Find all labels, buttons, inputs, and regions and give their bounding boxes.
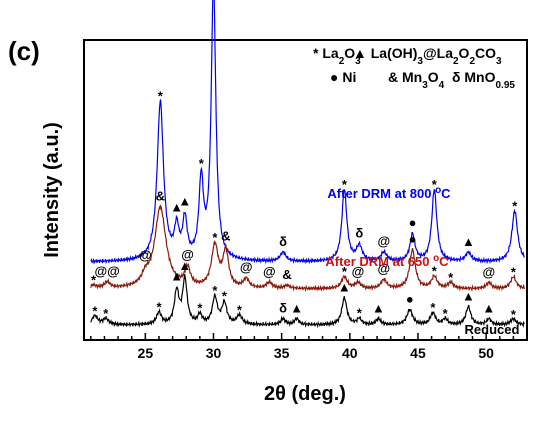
peak-marker: ▲: [170, 199, 183, 214]
peak-marker: &: [156, 189, 165, 204]
peak-marker: *: [443, 306, 449, 321]
series-label: After DRM at 650 oC: [325, 253, 449, 270]
x-axis: 25 30 35 40 45 50: [90, 333, 515, 361]
series-label: After DRM at 800 oC: [327, 185, 451, 202]
peak-marker: *: [342, 177, 348, 192]
peak-marker: &: [221, 228, 230, 243]
peak-marker: *: [197, 301, 203, 316]
legend-symbol: ●: [330, 69, 342, 85]
peak-marker: *: [91, 273, 97, 288]
y-axis-title: Intensity (a.u.): [41, 122, 63, 258]
x-axis-title: 2θ (deg.): [264, 383, 346, 405]
peak-marker: ▲: [462, 289, 475, 304]
peak-marker: δ: [279, 234, 287, 249]
legend-entry: ▲ La(OH)3@La2O2CO3: [353, 45, 502, 67]
peak-marker: ▲: [462, 234, 475, 249]
peak-marker: *: [511, 307, 517, 322]
peak-marker: @: [378, 234, 391, 249]
peak-marker: *: [212, 230, 218, 245]
peak-marker: ▲: [178, 258, 191, 273]
series-1: *@@@&@* &@ @ & * @ @●* * @ *After DRM at 650 oC: [90, 189, 525, 293]
peak-marker: ▲: [290, 300, 303, 315]
series-label: Reduced: [465, 322, 520, 337]
peak-marker: ●: [409, 215, 417, 230]
peak-marker: &: [282, 267, 291, 282]
peak-marker: ▲: [170, 269, 183, 284]
peak-marker: *: [512, 199, 518, 214]
peak-marker: @: [352, 264, 365, 279]
x-tick-label: 30: [206, 345, 222, 361]
legend-symbol: δ: [452, 69, 464, 85]
panel-label: (c): [8, 36, 40, 66]
peak-marker: ▲: [178, 194, 191, 209]
legend-entry: & Mn3O4: [388, 69, 445, 91]
legend-symbol: &: [388, 69, 402, 85]
series-line: [90, 0, 525, 265]
peak-marker: @: [482, 265, 495, 280]
peak-marker: *: [511, 265, 517, 280]
legend-entry: ● Ni: [330, 69, 356, 85]
x-tick-label: 35: [274, 345, 290, 361]
peak-marker: *: [222, 289, 228, 304]
series-0: *▲▲**δ*δ@●*▲*After DRM at 800 oC: [90, 0, 525, 265]
x-tick-label: 25: [138, 345, 154, 361]
peak-marker: *: [432, 177, 438, 192]
peak-marker: ▲: [482, 300, 495, 315]
peak-marker: *: [448, 270, 454, 285]
legend-symbol: ▲: [353, 45, 371, 61]
peak-marker: δ: [355, 226, 363, 241]
series-layer: *▲▲**δ*δ@●*▲*After DRM at 800 oC*@@@&@*&…: [90, 0, 525, 337]
peak-marker: *: [342, 264, 348, 279]
peak-marker: *: [430, 300, 436, 315]
peak-marker: *: [158, 89, 164, 104]
peak-marker: *: [357, 306, 363, 321]
peak-marker: *: [237, 302, 243, 317]
legend: * La2O3▲ La(OH)3@La2O2CO3 ● Ni & Mn3O4 δ Mn…: [313, 45, 515, 91]
peak-marker: @: [181, 247, 194, 262]
peak-marker: δ: [279, 300, 287, 315]
peak-marker: @: [263, 264, 276, 279]
x-tick-label: 50: [478, 345, 494, 361]
peak-marker: @: [240, 260, 253, 275]
series-line: [90, 273, 525, 329]
peak-marker: *: [156, 299, 162, 314]
peak-marker: ▲: [372, 300, 385, 315]
x-tick-label: 45: [410, 345, 426, 361]
plot-frame: [83, 39, 528, 341]
peak-marker: @: [139, 248, 152, 263]
peak-marker: ●: [406, 292, 414, 307]
series-2: * * *▲▲** ** δ ▲▲* ▲●* *▲▲ *Reduced: [90, 258, 525, 337]
peak-marker: ▲: [338, 280, 351, 295]
peak-marker: *: [212, 283, 218, 298]
legend-entry: * La2O3: [313, 45, 361, 67]
peak-marker: @: [378, 261, 391, 276]
x-tick-label: 40: [342, 345, 358, 361]
peak-marker: *: [432, 264, 438, 279]
peak-marker: *: [92, 303, 98, 318]
peak-marker: *: [199, 156, 205, 171]
peak-marker: @@: [94, 263, 119, 278]
series-line: [90, 204, 525, 293]
legend-entry: δ MnO0.95: [452, 69, 515, 91]
peak-marker: *: [103, 306, 109, 321]
legend-symbol: *: [313, 45, 322, 61]
peak-marker: ●: [409, 231, 417, 246]
